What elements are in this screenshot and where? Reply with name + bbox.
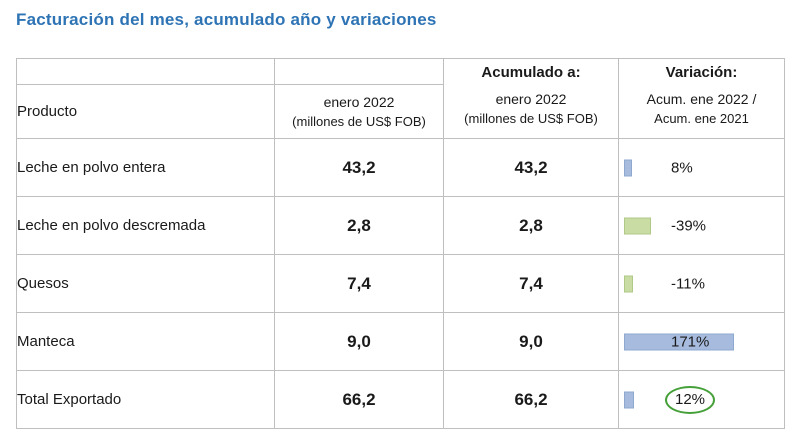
table-row: Leche en polvo entera 43,2 43,2 8% xyxy=(16,138,785,197)
page-title: Facturación del mes, acumulado año y var… xyxy=(16,10,437,29)
header-accumulated-line2: (millones de US$ FOB) xyxy=(464,111,598,126)
accum-value: 2,8 xyxy=(443,196,619,255)
product-cell: Leche en polvo descremada xyxy=(16,196,275,255)
variation-bar xyxy=(624,391,634,408)
header-variation-line1: Acum. ene 2022 / xyxy=(646,91,757,107)
variation-cell: -11% xyxy=(618,254,785,313)
month-value: 9,0 xyxy=(274,312,444,371)
variation-value highlight-circle: 12% xyxy=(665,385,716,414)
variation-cell: 171% xyxy=(618,312,785,371)
header-accumulated: Acumulado a: enero 2022 (millones de US$… xyxy=(443,58,619,139)
header-spacer-product xyxy=(16,58,275,85)
header-spacer-month xyxy=(274,58,444,85)
product-cell: Quesos xyxy=(16,254,275,313)
header-accumulated-title: Acumulado a: xyxy=(481,64,581,81)
month-value: 66,2 xyxy=(274,370,444,429)
header-variation-title: Variación: xyxy=(665,64,738,81)
accum-value: 7,4 xyxy=(443,254,619,313)
header-month: enero 2022 (millones de US$ FOB) xyxy=(274,84,444,139)
variation-value: 171% xyxy=(671,333,710,350)
table-row: Total Exportado 66,2 66,2 12% xyxy=(16,370,785,429)
header-row-bottom: Producto enero 2022 (millones de US$ FOB… xyxy=(16,84,785,139)
header-month-line1: enero 2022 xyxy=(323,94,395,110)
month-value: 2,8 xyxy=(274,196,444,255)
table-row: Manteca 9,0 9,0 171% xyxy=(16,312,785,371)
variation-cell: 8% xyxy=(618,138,785,197)
variation-bar xyxy=(624,159,632,176)
header-month-line2: (millones de US$ FOB) xyxy=(292,114,426,129)
product-cell: Leche en polvo entera xyxy=(16,138,275,197)
month-value: 7,4 xyxy=(274,254,444,313)
table-row: Quesos 7,4 7,4 -11% xyxy=(16,254,785,313)
table-row: Leche en polvo descremada 2,8 2,8 -39% xyxy=(16,196,785,255)
header-variation-line2: Acum. ene 2021 xyxy=(654,111,749,126)
variation-cell: -39% xyxy=(618,196,785,255)
variation-value: -11% xyxy=(671,275,705,292)
accum-value: 9,0 xyxy=(443,312,619,371)
data-table: Acumulado a: enero 2022 (millones de US$… xyxy=(16,58,785,429)
accum-value: 66,2 xyxy=(443,370,619,429)
header-accumulated-line1: enero 2022 xyxy=(495,91,567,107)
month-value: 43,2 xyxy=(274,138,444,197)
header-variation: Variación: Acum. ene 2022 / Acum. ene 20… xyxy=(618,58,785,139)
header-row-top: Acumulado a: enero 2022 (millones de US$… xyxy=(16,58,785,139)
variation-cell: 12% xyxy=(618,370,785,429)
variation-bar xyxy=(624,217,651,234)
accum-value: 43,2 xyxy=(443,138,619,197)
header-product: Producto xyxy=(16,84,275,139)
product-cell: Manteca xyxy=(16,312,275,371)
variation-bar xyxy=(624,333,734,350)
variation-value: -39% xyxy=(671,217,707,234)
product-cell: Total Exportado xyxy=(16,370,275,429)
variation-value: 8% xyxy=(671,159,693,176)
variation-bar xyxy=(624,275,633,292)
